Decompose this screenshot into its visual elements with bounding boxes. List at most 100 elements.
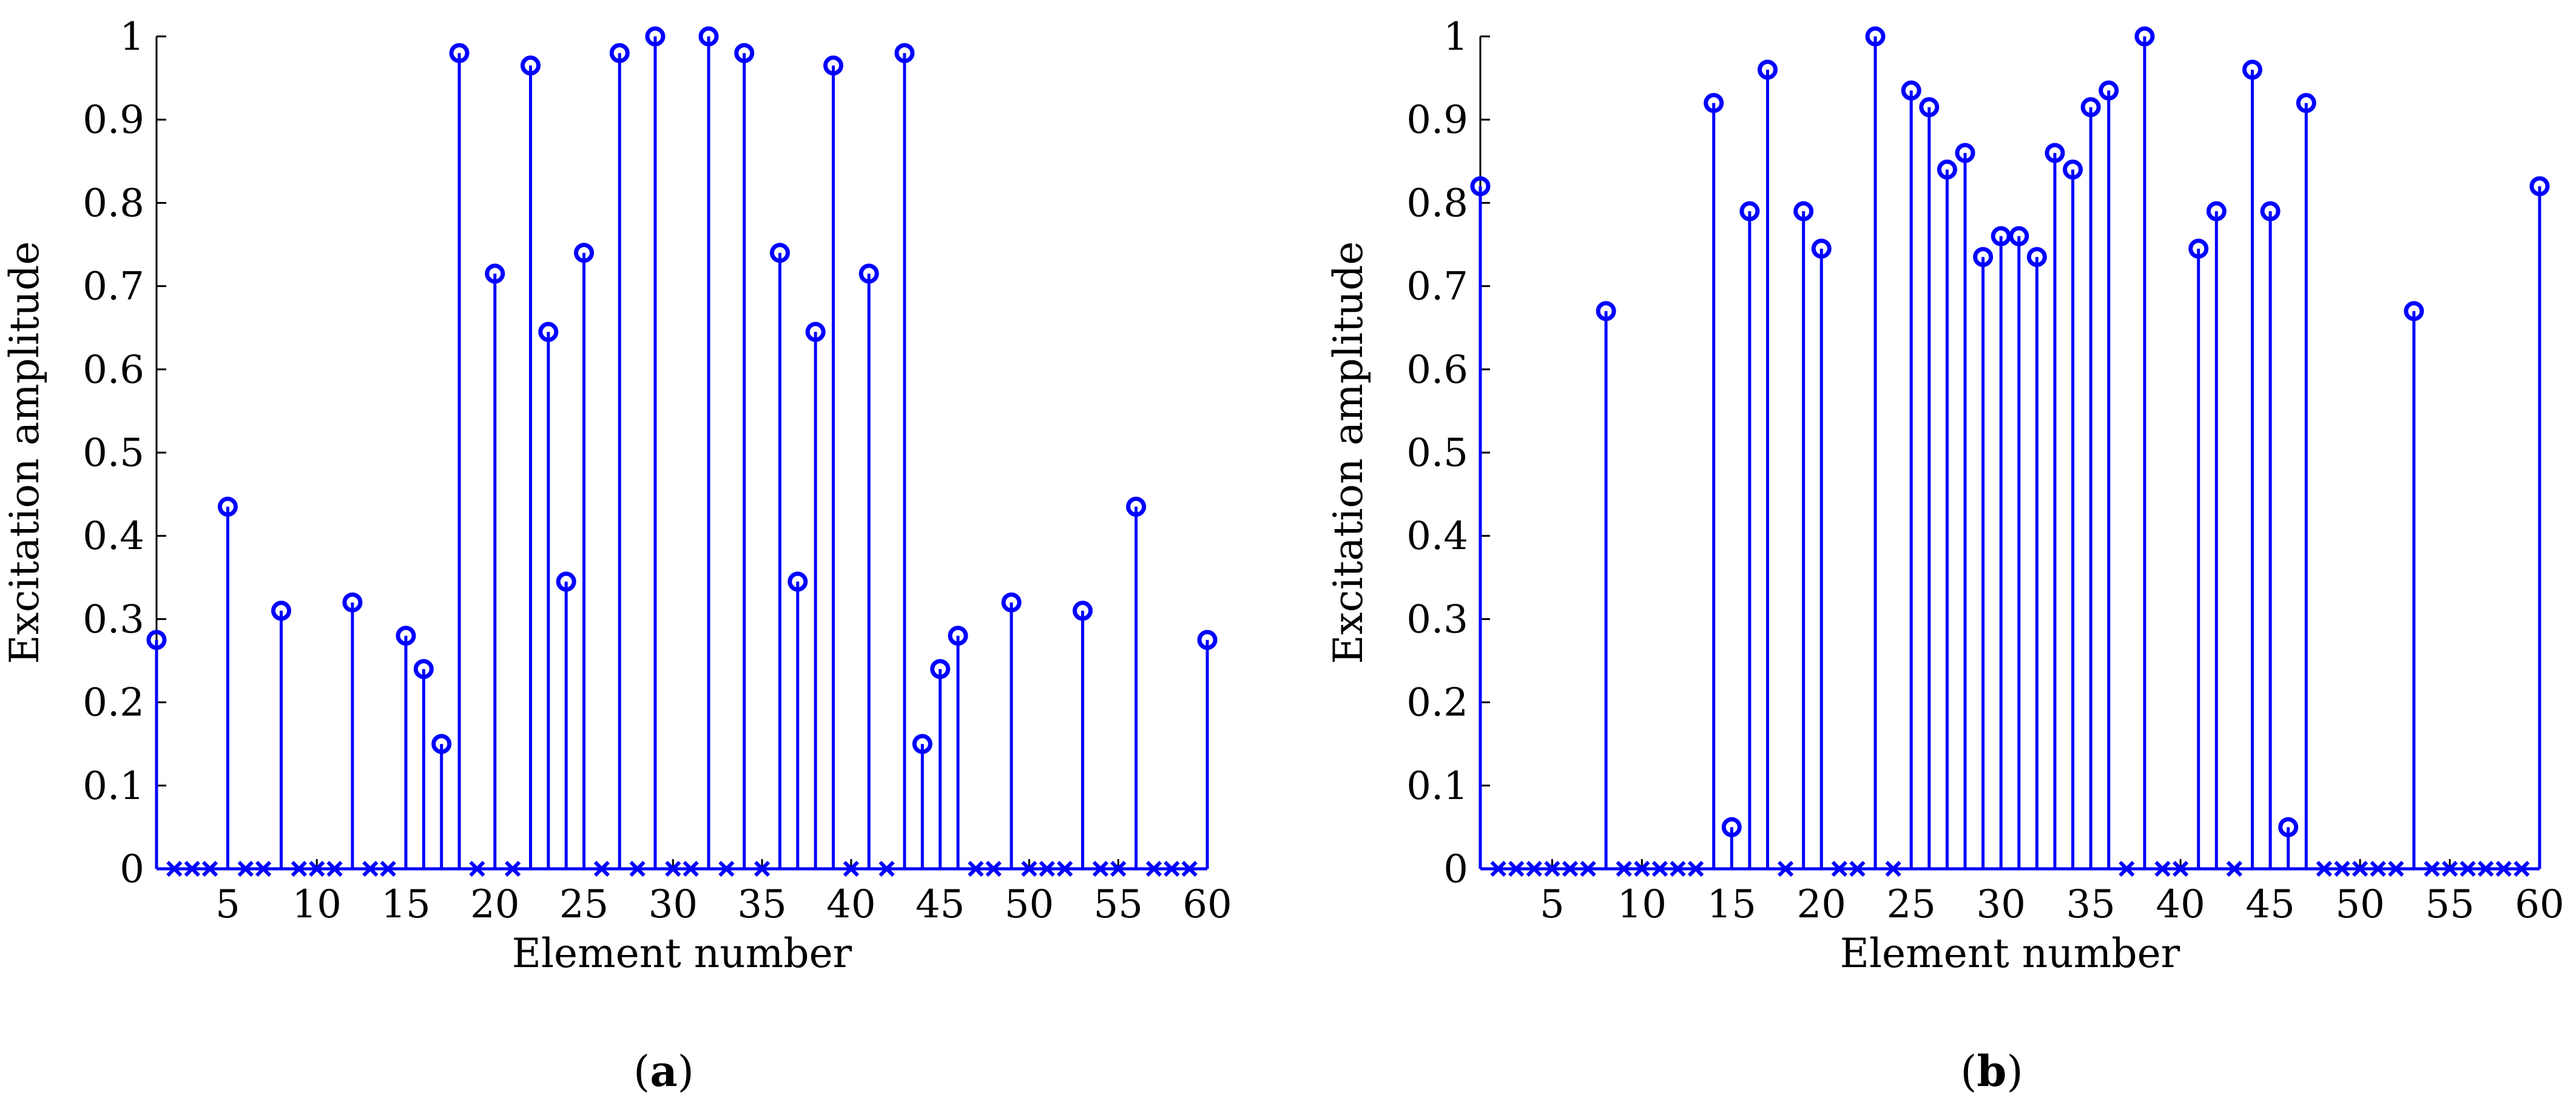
y-tick-label: 0.2	[1406, 681, 1468, 726]
x-axis-label: Element number	[1840, 930, 2180, 977]
x-tick-label: 40	[2156, 882, 2205, 927]
y-tick-label: 0	[1443, 847, 1468, 892]
stem-marker-on	[912, 734, 932, 754]
y-tick-label: 1	[120, 15, 144, 59]
x-tick-label: 15	[381, 882, 430, 927]
stem-marker-off	[1687, 860, 1704, 877]
stem-marker-off	[380, 860, 396, 877]
stem-marker-on	[1937, 160, 1957, 180]
stem-marker-off	[237, 860, 254, 877]
x-tick-label: 10	[292, 882, 341, 927]
stem-marker-on	[217, 496, 238, 517]
stem-marker-off	[504, 860, 521, 877]
stem-marker-on	[609, 42, 630, 63]
stem-marker-off	[2154, 860, 2171, 877]
stem-marker-on	[805, 322, 826, 342]
stem-marker-on	[1001, 592, 1022, 613]
stem-marker-on	[1596, 301, 1616, 322]
stem-marker-off	[326, 860, 343, 877]
stem-marker-off	[2495, 860, 2512, 877]
stem-marker-on	[1073, 601, 1093, 621]
stem-marker-off	[1508, 860, 1525, 877]
y-tick-label: 0.7	[83, 265, 144, 309]
x-tick-label: 20	[1797, 882, 1846, 927]
stem-marker-on	[1991, 226, 2011, 246]
stem-marker-on	[734, 42, 755, 63]
stem-marker-on	[2404, 301, 2424, 322]
stem-marker-off	[1526, 860, 1542, 877]
stem-marker-off	[166, 860, 183, 877]
stem-marker-off	[255, 860, 272, 877]
stem-marker-on	[556, 572, 576, 592]
stem-marker-off	[2226, 860, 2243, 877]
x-tick-label: 25	[1887, 882, 1936, 927]
x-tick-label: 60	[2515, 882, 2564, 927]
stem-marker-on	[1739, 201, 1760, 221]
x-tick-label: 5	[215, 882, 240, 927]
stem-marker-on	[342, 592, 363, 613]
stem-marker-on	[538, 322, 559, 342]
stem-marker-on	[271, 601, 291, 621]
y-tick-label: 0.7	[1406, 265, 1468, 309]
stem-marker-off	[1145, 860, 1162, 877]
stem-marker-off	[2173, 860, 2189, 877]
stem-marker-off	[2119, 860, 2135, 877]
stem-marker-on	[2134, 26, 2155, 47]
stem-marker-off	[1634, 860, 1650, 877]
stem-marker-on	[2260, 201, 2281, 221]
stem-marker-off	[1181, 860, 1198, 877]
stem-marker-on	[858, 263, 879, 284]
stem-marker-off	[2424, 860, 2440, 877]
y-axis-label: Excitation amplitude	[1325, 241, 1372, 664]
stem-marker-on	[485, 263, 505, 284]
stem-marker-on	[2009, 226, 2029, 246]
x-tick-label: 35	[737, 882, 786, 927]
stem-marker-on	[1470, 176, 1491, 197]
stem-marker-off	[843, 860, 860, 877]
y-tick-label: 0.9	[83, 98, 144, 143]
stem-marker-off	[968, 860, 984, 877]
stem-marker-off	[1580, 860, 1596, 877]
y-tick-label: 0.3	[83, 597, 144, 642]
stem-marker-on	[1973, 247, 1994, 268]
stem-marker-on	[948, 626, 968, 646]
stem-marker-off	[309, 860, 325, 877]
stem-marker-off	[1670, 860, 1686, 877]
y-tick-label: 0.2	[83, 681, 144, 726]
stem-marker-off	[1885, 860, 1901, 877]
stem-marker-on	[2206, 201, 2227, 221]
stem-marker-on	[1704, 93, 1724, 113]
stem-marker-on	[431, 734, 452, 754]
stem-marker-on	[2296, 93, 2316, 113]
stem-marker-off	[2370, 860, 2386, 877]
stem-marker-on	[2188, 238, 2209, 259]
x-tick-label: 50	[2335, 882, 2384, 927]
x-tick-label: 60	[1182, 882, 1232, 927]
stem-marker-on	[1919, 97, 1940, 118]
y-tick-label: 0	[120, 847, 144, 892]
stem-marker-off	[665, 860, 681, 877]
chart-panel-b: 00.10.20.30.40.50.60.70.80.915 10 15 20 25 30…	[1325, 15, 2564, 1096]
x-tick-label: 40	[826, 882, 875, 927]
panel-caption: (a)	[633, 1046, 694, 1096]
stem-marker-off	[362, 860, 379, 877]
y-tick-label: 0.9	[1406, 98, 1468, 143]
stem-marker-on	[1721, 817, 1742, 837]
stem-marker-off	[1616, 860, 1632, 877]
panel-caption: (b)	[1960, 1046, 2023, 1096]
y-tick-label: 0.4	[83, 514, 144, 559]
x-tick-label: 20	[470, 882, 519, 927]
stem-marker-off	[2352, 860, 2369, 877]
stem-marker-off	[1021, 860, 1037, 877]
stem-marker-off	[683, 860, 699, 877]
x-tick-label: 55	[2425, 882, 2474, 927]
stem-marker-off	[629, 860, 646, 877]
stem-marker-on	[2529, 176, 2550, 197]
x-tick-label: 25	[559, 882, 609, 927]
stem-marker-on	[2278, 817, 2299, 837]
y-tick-label: 0.5	[1406, 431, 1468, 476]
y-tick-label: 0.4	[1406, 514, 1468, 559]
stem-marker-off	[1057, 860, 1073, 877]
stem-marker-on	[2063, 160, 2083, 180]
